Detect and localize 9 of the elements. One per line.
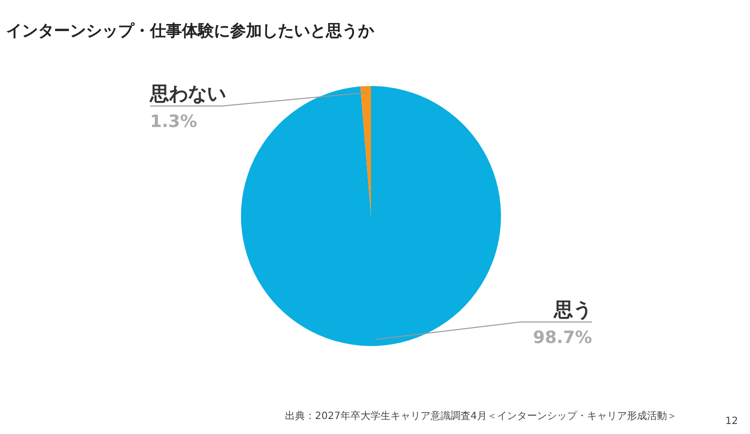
source-note: 出典：2027年卒大学生キャリア意識調査4月＜インターンシップ・キャリア形成活動＞: [285, 410, 677, 422]
pie-slice: [360, 86, 371, 216]
data-label: 98.7%: [533, 328, 592, 348]
slice-label: 思う: [553, 299, 592, 321]
data-label: 1.3%: [150, 112, 198, 132]
slice-label: 思わない: [149, 83, 226, 105]
chart-title: インターンシップ・仕事体験に参加したいと思うか: [6, 21, 375, 40]
text: 12: [725, 416, 738, 427]
pie-slice: [241, 86, 501, 346]
